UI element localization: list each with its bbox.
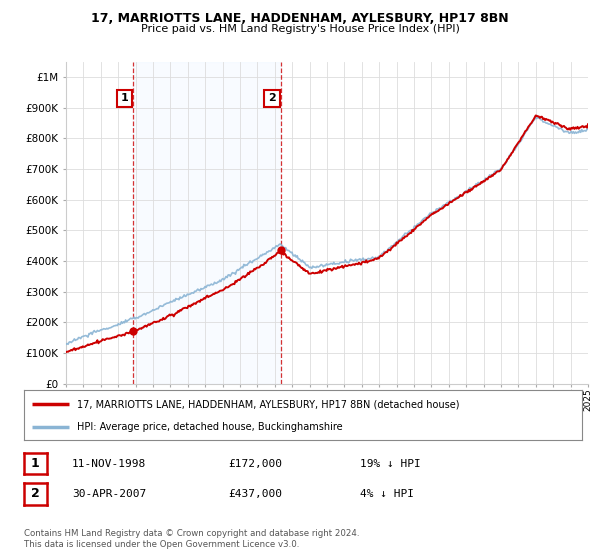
- Text: 2: 2: [31, 487, 40, 501]
- Text: 17, MARRIOTTS LANE, HADDENHAM, AYLESBURY, HP17 8BN (detached house): 17, MARRIOTTS LANE, HADDENHAM, AYLESBURY…: [77, 399, 460, 409]
- Text: 1: 1: [31, 457, 40, 470]
- Text: 4% ↓ HPI: 4% ↓ HPI: [360, 489, 414, 499]
- Text: 30-APR-2007: 30-APR-2007: [72, 489, 146, 499]
- Text: 2: 2: [268, 94, 276, 104]
- Text: £172,000: £172,000: [228, 459, 282, 469]
- Text: Price paid vs. HM Land Registry's House Price Index (HPI): Price paid vs. HM Land Registry's House …: [140, 24, 460, 34]
- Text: 19% ↓ HPI: 19% ↓ HPI: [360, 459, 421, 469]
- Bar: [133, 62, 281, 384]
- Text: £437,000: £437,000: [228, 489, 282, 499]
- Text: HPI: Average price, detached house, Buckinghamshire: HPI: Average price, detached house, Buck…: [77, 422, 343, 432]
- Text: 17, MARRIOTTS LANE, HADDENHAM, AYLESBURY, HP17 8BN: 17, MARRIOTTS LANE, HADDENHAM, AYLESBURY…: [91, 12, 509, 25]
- Text: Contains HM Land Registry data © Crown copyright and database right 2024.
This d: Contains HM Land Registry data © Crown c…: [24, 529, 359, 549]
- Text: 11-NOV-1998: 11-NOV-1998: [72, 459, 146, 469]
- Text: 1: 1: [121, 94, 128, 104]
